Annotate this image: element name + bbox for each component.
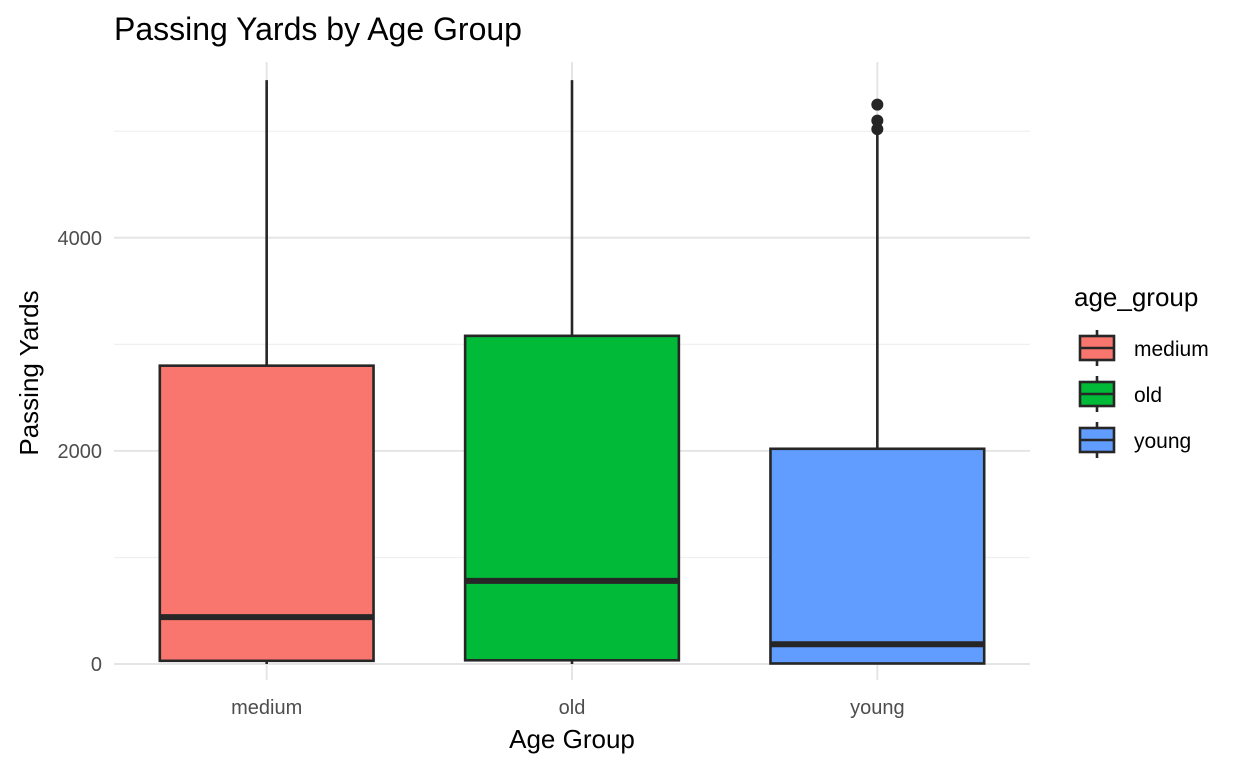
legend-item-old: old bbox=[1078, 376, 1162, 412]
box-iqr bbox=[463, 334, 681, 662]
x-axis-title: Age Group bbox=[509, 724, 635, 754]
box-young bbox=[769, 98, 986, 665]
y-tick-label: 0 bbox=[91, 654, 102, 676]
legend: age_group medium old young bbox=[1074, 282, 1209, 458]
x-tick-label: old bbox=[559, 697, 586, 719]
legend-title: age_group bbox=[1074, 282, 1198, 312]
outlier-point bbox=[871, 98, 884, 111]
chart-title: Passing Yards by Age Group bbox=[114, 11, 522, 47]
legend-label: old bbox=[1134, 384, 1162, 407]
legend-label: medium bbox=[1134, 338, 1209, 361]
box-old bbox=[463, 80, 681, 665]
x-tick-label: young bbox=[850, 697, 905, 719]
y-tick-label: 2000 bbox=[58, 441, 103, 463]
box-medium bbox=[158, 80, 375, 665]
x-axis-ticks: medium old young bbox=[231, 697, 904, 719]
y-axis-ticks: 0 2000 4000 bbox=[58, 228, 103, 676]
legend-item-young: young bbox=[1078, 422, 1191, 458]
outlier-point bbox=[871, 123, 884, 136]
y-axis-title: Passing Yards bbox=[14, 290, 44, 455]
legend-label: young bbox=[1134, 430, 1191, 453]
y-tick-label: 4000 bbox=[58, 228, 103, 250]
box-iqr bbox=[769, 447, 986, 665]
x-tick-label: medium bbox=[231, 697, 302, 719]
box-iqr bbox=[158, 364, 375, 663]
outlier-point bbox=[871, 114, 884, 127]
legend-item-medium: medium bbox=[1078, 330, 1209, 366]
box-series bbox=[158, 80, 986, 665]
